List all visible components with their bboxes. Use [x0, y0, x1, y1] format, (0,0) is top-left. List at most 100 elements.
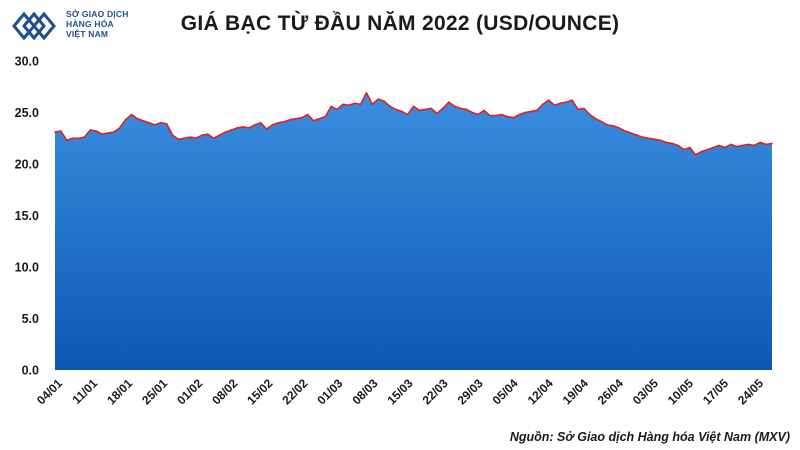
data-point — [735, 145, 738, 148]
data-point — [612, 125, 615, 127]
data-point — [559, 102, 562, 105]
x-tick-label: 08/03 — [349, 376, 380, 407]
data-point — [265, 128, 268, 130]
data-point — [471, 111, 474, 114]
data-point — [653, 138, 656, 141]
data-point — [459, 107, 462, 110]
x-tick-label: 03/05 — [630, 376, 661, 407]
data-point — [60, 130, 62, 132]
data-point — [312, 119, 315, 122]
data-point — [730, 143, 732, 146]
data-point — [83, 136, 86, 139]
data-point — [371, 103, 374, 106]
data-point — [324, 115, 327, 118]
data-point — [342, 103, 344, 106]
logo-icon — [12, 11, 56, 41]
x-tick-label: 26/04 — [595, 376, 626, 407]
data-point — [230, 129, 233, 131]
data-point — [248, 127, 250, 129]
y-axis: 0.0 5.0 10.0 15.0 20.0 25.0 30.0 — [15, 55, 39, 378]
data-point — [630, 132, 632, 134]
y-tick-label: 5.0 — [22, 312, 39, 326]
data-point — [747, 143, 750, 146]
data-point — [553, 104, 556, 107]
data-point — [418, 109, 421, 112]
data-point — [195, 137, 197, 140]
x-tick-label: 25/01 — [139, 376, 170, 407]
series-points — [54, 92, 773, 156]
data-point — [447, 101, 450, 103]
y-tick-label: 0.0 — [22, 364, 39, 378]
y-tick-label: 30.0 — [15, 55, 39, 69]
x-tick-label: 22/03 — [420, 376, 451, 407]
data-point — [483, 109, 485, 112]
data-point — [500, 113, 503, 116]
data-point — [207, 133, 209, 135]
data-point — [489, 114, 491, 117]
x-tick-label: 11/01 — [70, 376, 101, 407]
data-point — [289, 118, 291, 121]
data-point — [142, 119, 144, 122]
x-tick-label: 18/01 — [104, 376, 135, 407]
x-tick-label: 01/02 — [174, 376, 205, 407]
data-point — [212, 137, 215, 140]
data-point — [400, 110, 403, 113]
data-point — [412, 105, 415, 108]
x-tick-label: 29/03 — [455, 376, 486, 407]
data-point — [759, 141, 762, 144]
data-point — [600, 120, 603, 123]
x-tick-label: 01/03 — [314, 376, 345, 407]
logo: SỞ GIAO DỊCH HÀNG HÓA VIỆT NAM — [10, 6, 200, 46]
data-point — [541, 103, 544, 106]
data-point — [677, 144, 679, 147]
data-point — [706, 148, 709, 151]
x-tick-label: 24/05 — [735, 376, 766, 407]
x-tick-label: 04/01 — [34, 376, 65, 407]
data-point — [712, 146, 715, 149]
x-tick-label: 15/02 — [244, 376, 275, 407]
data-point — [177, 138, 180, 141]
y-tick-label: 15.0 — [15, 209, 39, 223]
data-point — [395, 108, 397, 111]
data-point — [336, 108, 338, 111]
logo-line-3: VIỆT NAM — [66, 29, 109, 39]
data-point — [201, 134, 203, 136]
data-point — [124, 118, 127, 121]
data-point — [112, 131, 115, 133]
data-point — [671, 142, 673, 145]
data-point — [301, 116, 303, 119]
data-point — [118, 127, 121, 129]
data-point — [277, 122, 280, 124]
data-point — [606, 124, 609, 126]
data-point — [465, 108, 468, 111]
data-point — [189, 136, 191, 139]
data-point — [130, 113, 133, 116]
data-point — [477, 113, 479, 116]
data-point — [318, 117, 321, 120]
data-point — [436, 112, 438, 115]
data-point — [389, 105, 391, 108]
x-tick-label: 10/05 — [665, 376, 696, 407]
x-tick-label: 15/03 — [384, 376, 415, 407]
data-point — [659, 139, 662, 142]
data-point — [624, 130, 626, 132]
data-point — [683, 148, 685, 151]
data-point — [636, 134, 638, 136]
data-point — [77, 137, 80, 140]
x-tick-label: 17/05 — [700, 376, 731, 407]
data-point — [753, 144, 756, 147]
data-point — [594, 117, 597, 120]
data-point — [54, 131, 56, 133]
data-point — [353, 102, 356, 105]
data-point — [383, 100, 385, 102]
data-point — [148, 122, 150, 124]
data-point — [565, 101, 568, 103]
source-note: Nguồn: Sở Giao dịch Hàng hóa Việt Nam (M… — [509, 430, 790, 444]
data-point — [512, 116, 515, 119]
data-point — [136, 117, 139, 120]
data-point — [524, 111, 526, 114]
data-point — [618, 127, 620, 129]
series-area — [55, 92, 772, 371]
data-point — [254, 124, 256, 126]
logo-line-2: HÀNG HÓA — [66, 19, 114, 29]
